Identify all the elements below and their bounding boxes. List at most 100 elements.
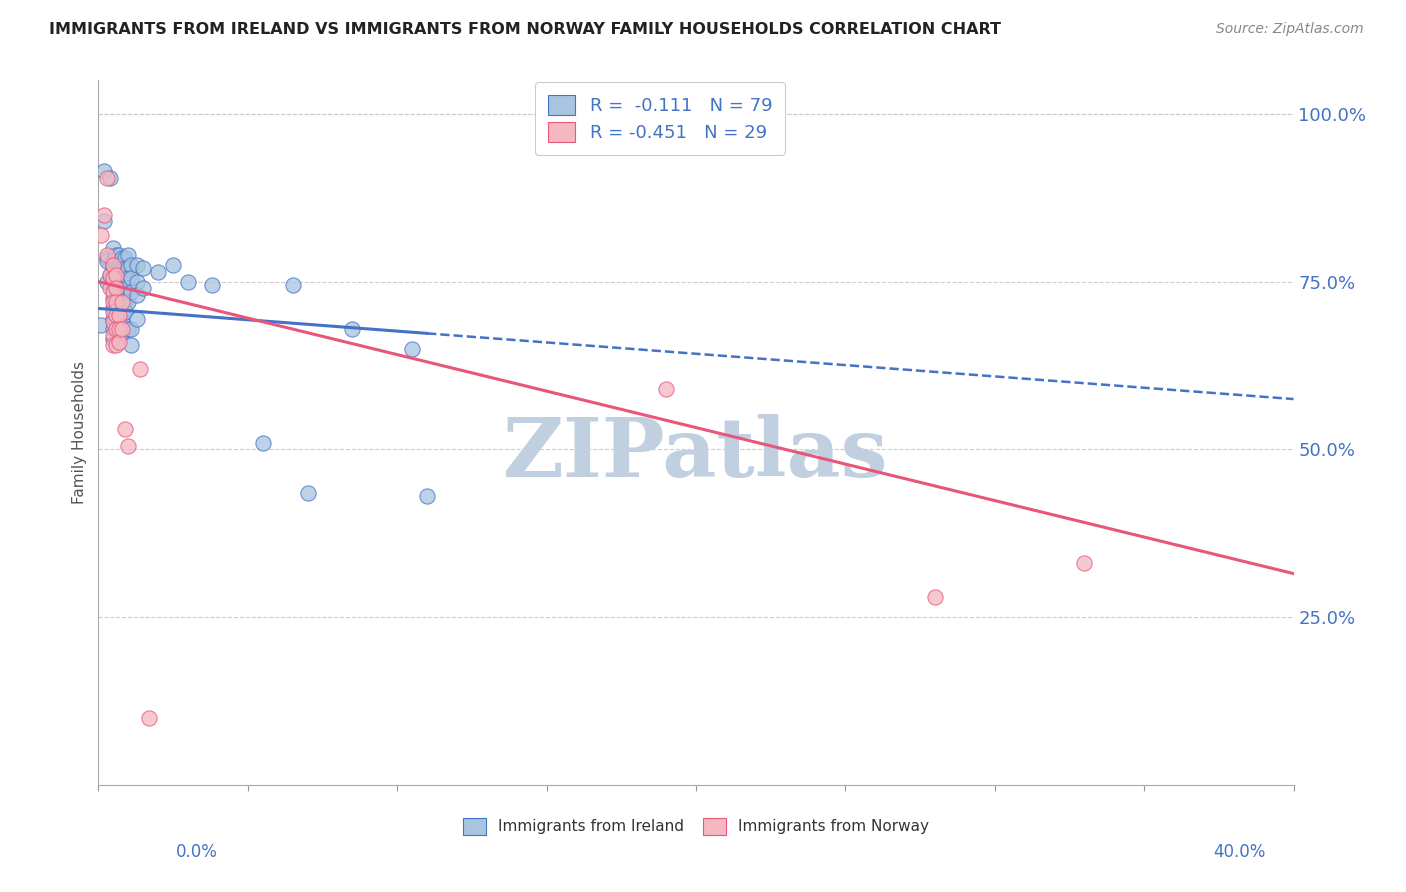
Point xyxy=(120,321,142,335)
Point xyxy=(132,281,155,295)
Point xyxy=(103,275,125,289)
Point xyxy=(127,311,149,326)
Text: IMMIGRANTS FROM IRELAND VS IMMIGRANTS FROM NORWAY FAMILY HOUSEHOLDS CORRELATION : IMMIGRANTS FROM IRELAND VS IMMIGRANTS FR… xyxy=(49,22,1001,37)
Point xyxy=(105,281,128,295)
Legend: Immigrants from Ireland, Immigrants from Norway: Immigrants from Ireland, Immigrants from… xyxy=(457,812,935,841)
Point xyxy=(105,281,128,295)
Point xyxy=(114,422,136,436)
Point xyxy=(105,268,128,282)
Point xyxy=(108,334,131,349)
Text: 0.0%: 0.0% xyxy=(176,843,218,861)
Point xyxy=(93,207,115,221)
Point xyxy=(103,301,125,316)
Point xyxy=(111,315,134,329)
Point xyxy=(96,170,118,185)
Point xyxy=(103,254,125,268)
Point xyxy=(201,277,224,292)
Point xyxy=(103,261,125,276)
Point xyxy=(111,251,134,265)
Point xyxy=(103,315,125,329)
Y-axis label: Family Households: Family Households xyxy=(72,361,87,504)
Point xyxy=(103,305,125,319)
Point xyxy=(120,285,142,299)
Point xyxy=(108,321,131,335)
Point xyxy=(93,214,115,228)
Point xyxy=(103,332,125,346)
Point xyxy=(103,241,125,255)
Point xyxy=(90,318,112,333)
Point xyxy=(117,248,139,262)
Point xyxy=(111,294,134,309)
Point xyxy=(96,251,118,265)
Point xyxy=(111,271,134,285)
Point xyxy=(117,271,139,285)
Point xyxy=(105,315,128,329)
Point xyxy=(105,248,128,262)
Point xyxy=(103,281,125,295)
Point xyxy=(108,315,131,329)
Point xyxy=(114,294,136,309)
Point xyxy=(111,294,134,309)
Point xyxy=(103,285,125,299)
Point xyxy=(98,268,122,282)
Point xyxy=(105,264,128,278)
Point xyxy=(117,281,139,295)
Point xyxy=(117,439,139,453)
Point xyxy=(108,258,131,272)
Point xyxy=(98,170,122,185)
Point xyxy=(108,277,131,292)
Point xyxy=(103,268,125,282)
Point xyxy=(281,277,304,292)
Point xyxy=(117,294,139,309)
Point xyxy=(177,275,200,289)
Point xyxy=(416,489,439,503)
Point xyxy=(108,288,131,302)
Point xyxy=(120,258,142,272)
Point xyxy=(114,281,136,295)
Point xyxy=(108,248,131,262)
Point xyxy=(111,281,134,295)
Point xyxy=(127,288,149,302)
Text: 40.0%: 40.0% xyxy=(1213,843,1265,861)
Point xyxy=(105,321,128,335)
Point xyxy=(114,251,136,265)
Text: Source: ZipAtlas.com: Source: ZipAtlas.com xyxy=(1216,22,1364,37)
Point xyxy=(252,435,274,450)
Point xyxy=(401,342,423,356)
Point xyxy=(98,281,122,295)
Point xyxy=(1073,557,1095,571)
Point xyxy=(120,338,142,352)
Point xyxy=(105,288,128,302)
Point xyxy=(103,321,125,335)
Point xyxy=(114,261,136,276)
Point xyxy=(111,325,134,339)
Point xyxy=(120,271,142,285)
Point xyxy=(108,298,131,312)
Point xyxy=(117,321,139,335)
Point xyxy=(108,308,131,322)
Point xyxy=(117,261,139,276)
Point xyxy=(111,321,134,335)
Point xyxy=(103,271,125,285)
Point xyxy=(655,382,678,396)
Point xyxy=(105,258,128,272)
Point xyxy=(127,275,149,289)
Point xyxy=(105,294,128,309)
Point xyxy=(105,308,128,322)
Point xyxy=(111,261,134,276)
Point xyxy=(90,227,112,242)
Point xyxy=(162,258,184,272)
Point xyxy=(114,271,136,285)
Point xyxy=(148,264,170,278)
Point xyxy=(105,321,128,335)
Point xyxy=(103,294,125,309)
Point xyxy=(96,248,118,262)
Text: ZIPatlas: ZIPatlas xyxy=(503,414,889,494)
Point xyxy=(297,486,319,500)
Point xyxy=(108,308,131,322)
Point xyxy=(108,268,131,282)
Point xyxy=(103,292,125,306)
Point xyxy=(103,338,125,352)
Point xyxy=(103,328,125,343)
Point xyxy=(111,305,134,319)
